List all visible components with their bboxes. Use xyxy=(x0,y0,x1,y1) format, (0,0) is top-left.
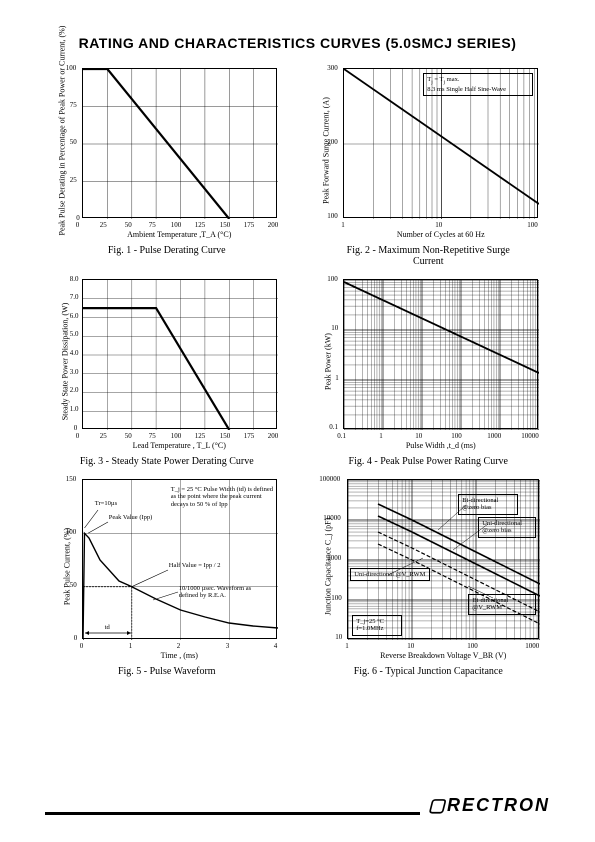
fig5-cell: Peak Pulse Current, (%) xyxy=(45,477,289,677)
brand-logo: ▢RECTRON xyxy=(420,795,550,816)
fig5-ylabel: Peak Pulse Current, (%) xyxy=(62,497,71,637)
fig6-caption: Fig. 6 - Typical Junction Capacitance xyxy=(354,666,503,677)
fig2-xlabel: Number of Cycles at 60 Hz xyxy=(343,230,538,239)
fig2-caption: Fig. 2 - Maximum Non-Repetitive Surge Cu… xyxy=(338,245,518,267)
fig4-caption: Fig. 4 - Peak Pulse Power Rating Curve xyxy=(349,456,508,467)
fig5-annot-half: Half Value = Ipp / 2 xyxy=(169,562,221,569)
fig2-annot: Tj = Tj max.8.3 ms Single Half Sine-Wave xyxy=(423,73,533,96)
fig1-xlabel: Ambient Temperature ,T_A (°C) xyxy=(82,230,277,239)
fig5-caption: Fig. 5 - Pulse Waveform xyxy=(118,666,216,677)
fig1-ylabel: Peak Pulse Derating in Percentage of Pea… xyxy=(57,66,66,236)
fig3-cell: Steady State Power Dissipation, (W) xyxy=(45,277,289,467)
fig4-cell: Peak Power (kW) 0.1 1 10 100 1000 10000 … xyxy=(307,277,551,467)
title-main: RATING AND CHARACTERISTICS CURVES xyxy=(79,35,381,51)
fig4-chart: Peak Power (kW) 0.1 1 10 100 1000 10000 … xyxy=(313,277,543,452)
fig5-annot-tr: Tr=10µs xyxy=(95,500,117,507)
fig4-xlabel: Pulse Width ,t_d (ms) xyxy=(343,441,538,450)
fig3-chart: Steady State Power Dissipation, (W) xyxy=(52,277,282,452)
fig1-chart: Peak Pulse Derating in Percentage of Pea… xyxy=(52,66,282,241)
fig3-plot xyxy=(82,279,277,429)
fig3-caption: Fig. 3 - Steady State Power Derating Cur… xyxy=(80,456,254,467)
fig4-svg xyxy=(344,280,539,430)
fig1-svg xyxy=(83,69,278,219)
fig6-label-0: Bi-directional @zero bias xyxy=(458,494,518,515)
brand-text: RECTRON xyxy=(447,795,550,815)
page-title: RATING AND CHARACTERISTICS CURVES (5.0SM… xyxy=(45,35,550,51)
fig5-annot-peak: Peak Value (Ipp) xyxy=(109,514,159,521)
fig6-plot: Bi-directional @zero bias Uni-directiona… xyxy=(347,479,539,639)
fig5-chart: Peak Pulse Current, (%) xyxy=(52,477,282,662)
fig1-cell: Peak Pulse Derating in Percentage of Pea… xyxy=(45,66,289,267)
title-series: (5.0SMCJ SERIES) xyxy=(385,35,516,51)
fig3-svg xyxy=(83,280,278,430)
charts-grid: Peak Pulse Derating in Percentage of Pea… xyxy=(45,66,550,677)
fig2-plot: Tj = Tj max.8.3 ms Single Half Sine-Wave xyxy=(343,68,538,218)
fig5-plot: Tr=10µs Peak Value (Ipp) T_j = 25 °C Pul… xyxy=(82,479,277,639)
fig5-annot-td: td xyxy=(105,624,110,631)
fig6-label-2: Uni-directional @V_RWM xyxy=(350,568,430,581)
fig4-plot xyxy=(343,279,538,429)
fig6-annot-cond: T_j=25 °C f=1.0MHz xyxy=(352,615,402,636)
fig2-ylabel: Peak Forward Surge Current, (A) xyxy=(322,76,331,226)
fig6-label-1: Uni-directional @zero bias xyxy=(478,517,536,538)
fig3-xlabel: Lead Temperature , T_L (°C) xyxy=(82,441,277,450)
fig6-label-3: Bi-directional @V_RWM xyxy=(468,594,536,615)
fig1-plot xyxy=(82,68,277,218)
fig6-xlabel: Reverse Breakdown Voltage V_BR (V) xyxy=(347,651,539,660)
fig6-chart: Junction Capacitance C_j (pF) Bi-directi… xyxy=(313,477,543,662)
fig6-cell: Junction Capacitance C_j (pF) Bi-directi… xyxy=(307,477,551,677)
fig4-ylabel: Peak Power (kW) xyxy=(324,292,333,432)
fig2-chart: Peak Forward Surge Current, (A) xyxy=(313,66,543,241)
footer: ▢RECTRON xyxy=(45,812,550,817)
fig5-annot-cond: T_j = 25 °C Pulse Width (td) is defined … xyxy=(171,486,276,508)
fig1-caption: Fig. 1 - Pulse Derating Curve xyxy=(108,245,226,256)
fig5-xlabel: Time , (ms) xyxy=(82,651,277,660)
fig3-ylabel: Steady State Power Dissipation, (W) xyxy=(60,287,69,437)
fig2-cell: Peak Forward Surge Current, (A) xyxy=(307,66,551,267)
fig5-annot-wave: 10/1000 µsec. Waveform as defined by R.E… xyxy=(179,585,269,600)
